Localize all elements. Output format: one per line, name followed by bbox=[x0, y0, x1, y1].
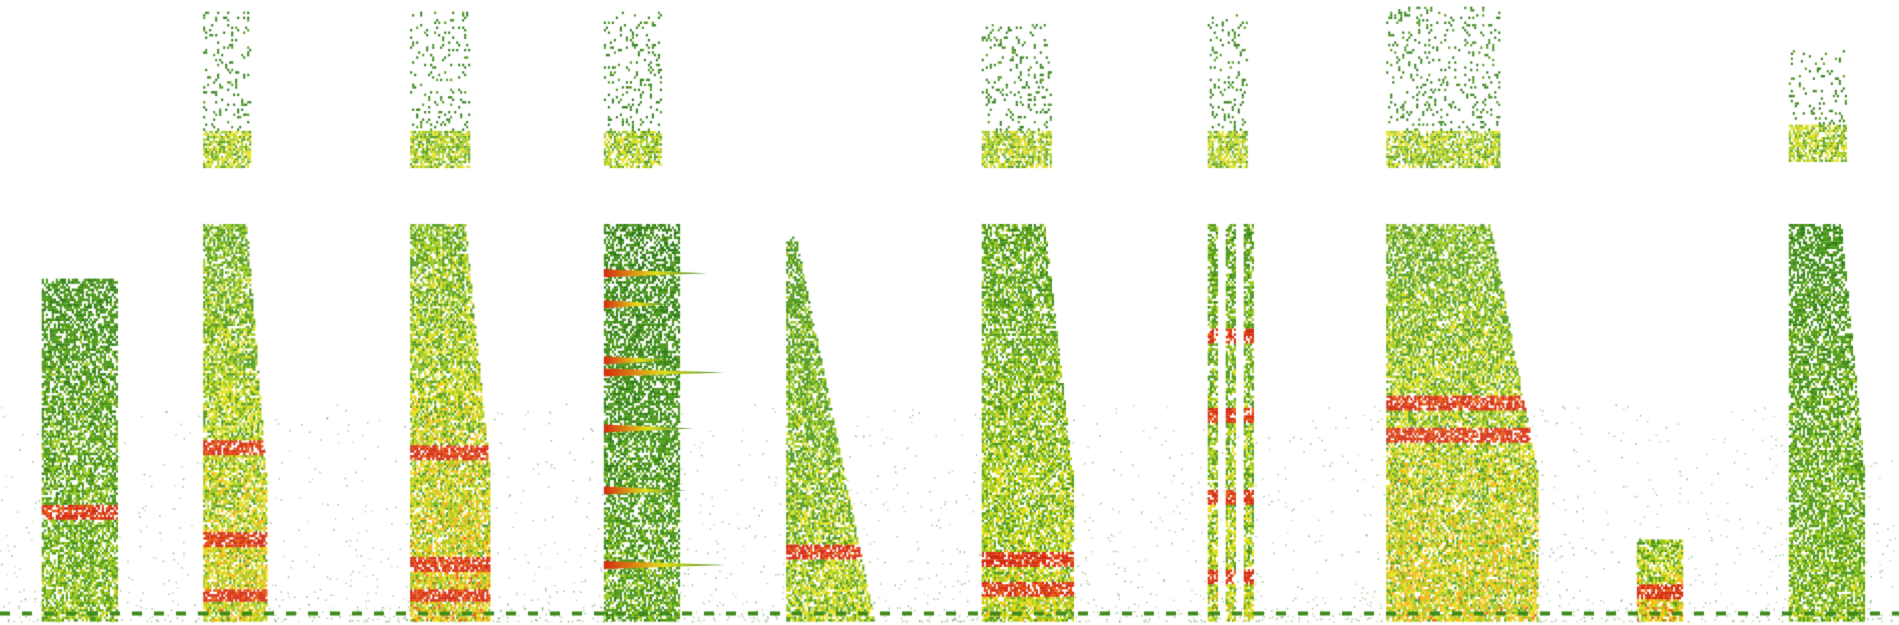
spectrogram-heatmap bbox=[0, 0, 1899, 625]
